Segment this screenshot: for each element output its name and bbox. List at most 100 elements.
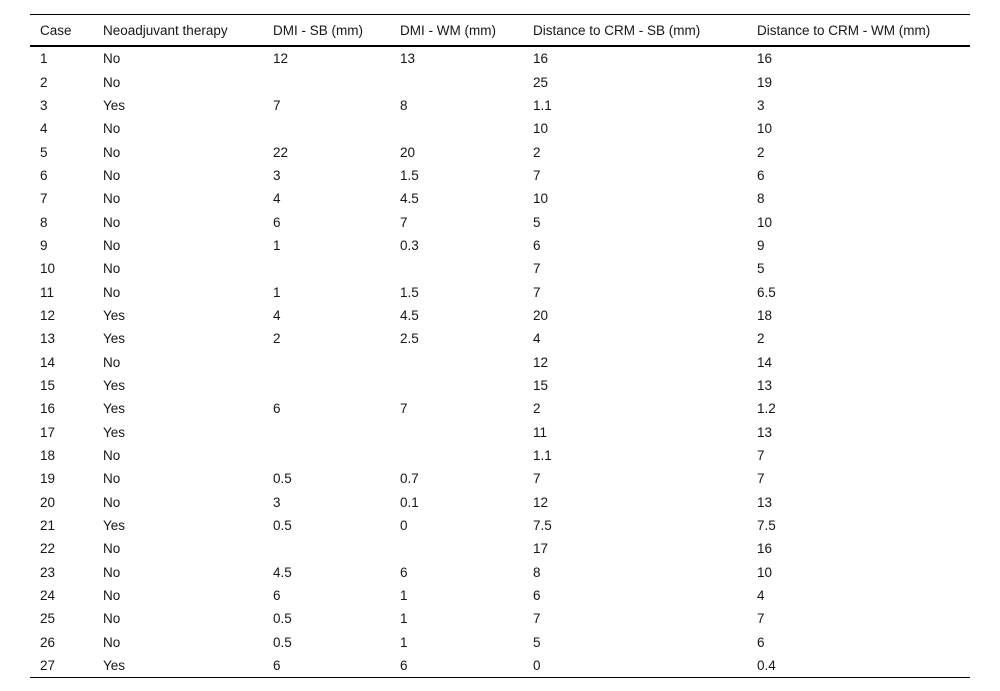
table-cell: 14 <box>757 354 773 370</box>
table-cell: 7 <box>757 448 765 464</box>
table-cell <box>273 117 400 140</box>
table-cell: 20 <box>400 144 416 160</box>
table-cell: Yes <box>103 307 126 323</box>
column-header: Distance to CRM - WM (mm) <box>757 14 970 47</box>
table-cell: 18 <box>40 448 56 464</box>
table-cell: 8 <box>757 191 765 207</box>
table-cell: 6 <box>40 167 48 183</box>
table-cell <box>273 70 400 93</box>
table-cell: 6 <box>757 167 765 183</box>
table-cell: 2 <box>40 74 48 90</box>
table-cell: 27 <box>40 658 56 674</box>
table-cell: 4 <box>273 307 281 323</box>
table-cell <box>400 257 533 280</box>
table-cell: 3 <box>273 167 281 183</box>
table-cell <box>400 117 533 140</box>
table-cell: 4 <box>273 191 281 207</box>
table-row: 21 Yes 0.5 0 7.5 7.5 <box>30 514 970 537</box>
table-cell: No <box>103 261 121 277</box>
table-cell: 8 <box>533 564 541 580</box>
table-cell: 7 <box>40 191 48 207</box>
table-cell: 17 <box>533 541 549 557</box>
table-cell: 8 <box>400 97 408 113</box>
table-cell: 1.1 <box>533 448 552 464</box>
table-cell: 7 <box>533 261 541 277</box>
table-cell: 26 <box>40 634 56 650</box>
table-row: 14 No 12 14 <box>30 350 970 373</box>
table-cell: 4 <box>757 588 765 604</box>
table-row: 19 No 0.5 0.7 7 7 <box>30 467 970 490</box>
table-cell: No <box>103 214 121 230</box>
table-cell: 10 <box>533 191 549 207</box>
table-cell: 13 <box>400 51 416 67</box>
table-cell: 1 <box>400 634 408 650</box>
table-cell: No <box>103 354 121 370</box>
table-cell <box>273 537 400 560</box>
table-row: 5 No 22 20 2 2 <box>30 140 970 163</box>
table-cell <box>400 537 533 560</box>
table-cell: 1 <box>273 284 281 300</box>
table-row: 12 Yes 4 4.5 20 18 <box>30 304 970 327</box>
table-row: 6 No 3 1.5 7 6 <box>30 164 970 187</box>
table-cell: 3 <box>757 97 765 113</box>
table-cell: 22 <box>40 541 56 557</box>
table-cell: 24 <box>40 588 56 604</box>
table-cell: 16 <box>757 51 773 67</box>
table-cell: 3 <box>273 494 281 510</box>
column-header: DMI - WM (mm) <box>400 14 533 47</box>
table-cell: 9 <box>757 237 765 253</box>
table-cell: 6 <box>400 658 408 674</box>
table-cell: 0.5 <box>273 634 292 650</box>
table-cell: 0.7 <box>400 471 419 487</box>
table-cell: 1 <box>273 237 281 253</box>
table-cell: Yes <box>103 97 126 113</box>
table-cell: Yes <box>103 377 126 393</box>
table-cell: 18 <box>757 307 773 323</box>
table-cell: No <box>103 74 121 90</box>
table-cell: 12 <box>533 354 549 370</box>
table-cell: 1.2 <box>757 401 776 417</box>
table-cell: 25 <box>40 611 56 627</box>
table-cell: 6 <box>533 588 541 604</box>
table-row: 13 Yes 2 2.5 4 2 <box>30 327 970 350</box>
table-cell: 10 <box>757 564 773 580</box>
table-row: 18 No 1.1 7 <box>30 444 970 467</box>
table-cell: 15 <box>40 377 56 393</box>
table-row: 4 No 10 10 <box>30 117 970 140</box>
table-row: 10 No 7 5 <box>30 257 970 280</box>
table-cell: 6 <box>757 634 765 650</box>
table-cell: 6 <box>533 237 541 253</box>
column-header: Case <box>30 14 103 47</box>
table-cell: 2 <box>273 331 281 347</box>
table-cell: No <box>103 51 121 67</box>
table-cell: 8 <box>40 214 48 230</box>
table-cell: 6 <box>273 658 281 674</box>
table-cell: No <box>103 611 121 627</box>
table-cell: 7 <box>400 214 408 230</box>
table-cell: No <box>103 121 121 137</box>
table-cell <box>400 70 533 93</box>
table-header-row: Case Neoadjuvant therapy DMI - SB (mm) DMI … <box>30 14 970 47</box>
table-cell: 7 <box>400 401 408 417</box>
table-row: 22 No 17 16 <box>30 537 970 560</box>
table-cell: 5 <box>757 261 765 277</box>
table-cell: Yes <box>103 401 126 417</box>
table-cell <box>273 421 400 444</box>
table-row: 23 No 4.5 6 8 10 <box>30 561 970 584</box>
table-cell: 2 <box>533 144 541 160</box>
table-cell: 0.5 <box>273 611 292 627</box>
table-row: 26 No 0.5 1 5 6 <box>30 631 970 654</box>
table-row: 24 No 6 1 6 4 <box>30 584 970 607</box>
table-cell: 0.5 <box>273 471 292 487</box>
table-row: 7 No 4 4.5 10 8 <box>30 187 970 210</box>
table-cell: 17 <box>40 424 56 440</box>
table-cell: 15 <box>533 377 549 393</box>
table-cell: 1 <box>400 611 408 627</box>
table-cell <box>400 444 533 467</box>
table-cell: 5 <box>533 634 541 650</box>
table-cell: No <box>103 284 121 300</box>
table-cell: 2.5 <box>400 331 419 347</box>
column-header: DMI - SB (mm) <box>273 14 400 47</box>
table-cell: 19 <box>757 74 773 90</box>
table-cell: 7 <box>757 611 765 627</box>
